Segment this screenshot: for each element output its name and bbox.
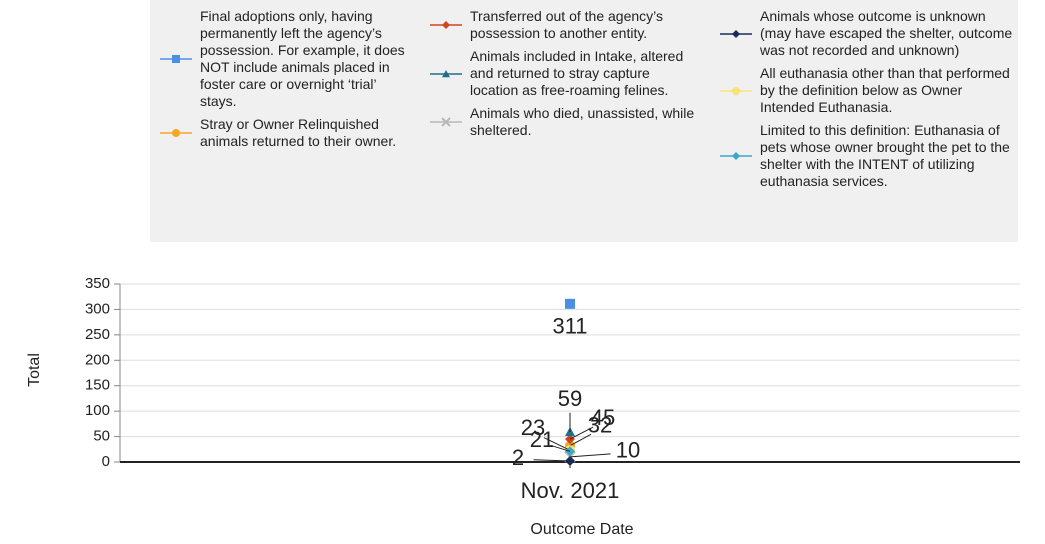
legend-item[interactable]: Final adoptions only, having permanently… [158,8,408,110]
legend-swatch [430,117,462,127]
marker [442,21,450,29]
legend-column: Final adoptions only, having permanently… [158,8,408,150]
label-leader [550,444,571,452]
marker [565,298,575,309]
legend-swatch [430,69,462,77]
legend-column: Animals whose outcome is unknown (may ha… [718,8,1018,190]
legend-swatch [720,152,752,160]
marker [441,117,451,127]
label-leader [569,433,592,447]
marker [732,86,740,95]
legend: Final adoptions only, having permanently… [150,0,1018,242]
legend-item[interactable]: Transferred out of the agency’s possessi… [428,8,698,42]
legend-item[interactable]: Stray or Owner Relinquished animals retu… [158,116,408,150]
legend-item[interactable]: Animals who died, unassisted, while shel… [428,105,698,139]
legend-label: Final adoptions only, having permanently… [200,8,405,109]
legend-label: Transferred out of the agency’s possessi… [470,8,663,41]
data-label: 21 [530,427,554,452]
marker [732,29,740,38]
y-tick-label: 250 [85,326,110,343]
data-label: 311 [552,314,587,339]
legend-label: Animals whose outcome is unknown (may ha… [760,8,1013,58]
y-tick-label: 150 [85,377,110,394]
legend-swatch [160,129,192,137]
legend-label: Animals included in Intake, altered and … [470,48,684,98]
y-tick-label: 100 [85,402,110,419]
legend-item[interactable]: Animals whose outcome is unknown (may ha… [718,8,1018,59]
legend-label: Stray or Owner Relinquished animals retu… [200,116,397,149]
legend-item[interactable]: Limited to this definition: Euthanasia o… [718,122,1018,190]
x-tick-label: Nov. 2021 [521,478,620,503]
data-label: 45 [591,405,615,430]
data-label: 2 [512,445,524,470]
legend-item[interactable]: All euthanasia other than that performed… [718,65,1018,116]
legend-swatch [720,29,752,38]
data-label: 23 [521,415,545,440]
data-label: 59 [558,386,582,411]
legend-column: Transferred out of the agency’s possessi… [428,8,698,139]
marker [172,129,180,137]
y-tick-label: 350 [85,275,110,292]
y-tick-label: 50 [93,428,110,445]
y-axis-label: Total [26,353,43,387]
legend-item[interactable]: Animals included in Intake, altered and … [428,48,698,99]
marker [442,69,450,77]
label-leader [533,459,571,462]
y-tick-label: 300 [85,300,110,317]
legend-swatch [430,21,462,29]
marker [172,55,180,63]
y-tick-label: 0 [102,453,110,470]
legend-swatch [160,55,192,63]
legend-label: Limited to this definition: Euthanasia o… [760,122,1010,189]
label-leader [569,426,594,440]
legend-swatch [720,86,752,95]
label-leader [543,437,571,451]
data-label: 10 [616,438,640,463]
legend-label: All euthanasia other than that performed… [760,65,1010,115]
x-axis-label: Outcome Date [530,521,633,538]
data-label: 32 [588,413,612,438]
y-tick-label: 200 [85,351,110,368]
marker [732,152,740,160]
legend-label: Animals who died, unassisted, while shel… [470,105,695,138]
label-leader [569,453,611,458]
